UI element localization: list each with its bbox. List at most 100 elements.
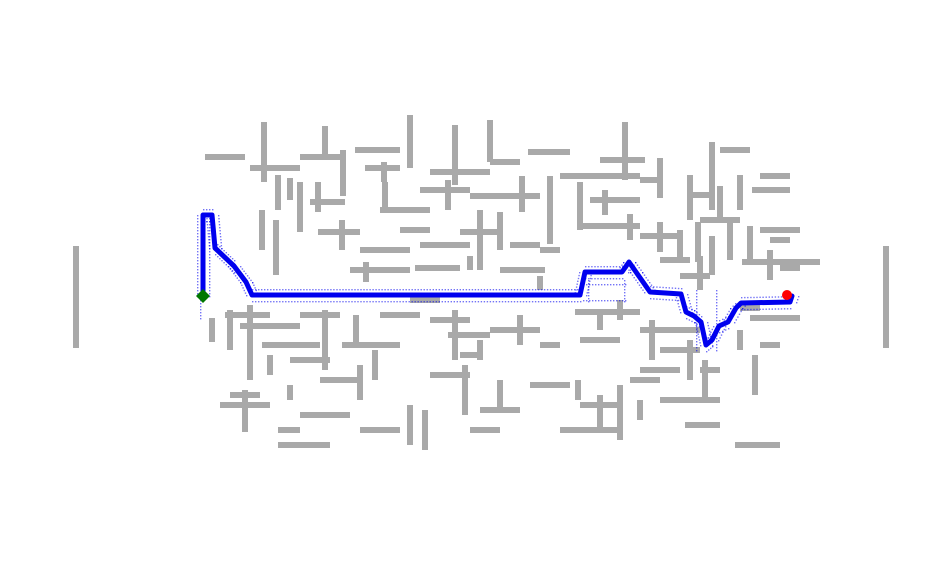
explored-cell-dot xyxy=(209,248,211,250)
explored-cell-dot xyxy=(696,332,698,334)
explored-cell-dot xyxy=(208,242,210,244)
explored-cell-dot xyxy=(336,301,338,303)
explored-cell-dot xyxy=(696,335,698,337)
explored-cell-dot xyxy=(206,224,209,226)
explored-cell-dot xyxy=(197,266,199,268)
explored-cell-dot xyxy=(534,289,537,291)
explored-cell-dot xyxy=(207,233,209,235)
explored-cell-dot xyxy=(200,303,202,305)
explored-cell-dot xyxy=(622,284,624,286)
explored-cell-dot xyxy=(592,300,594,302)
explored-cell-dot xyxy=(486,289,489,291)
explored-cell-dot xyxy=(378,289,380,291)
explored-cell-dot xyxy=(197,227,199,229)
explored-cell-dot xyxy=(450,301,452,303)
explored-cell-dot xyxy=(543,289,546,291)
explored-cell-dot xyxy=(229,268,232,270)
explored-cell-dot xyxy=(549,301,552,303)
explored-cell-dot xyxy=(495,289,498,291)
explored-cell-dot xyxy=(363,289,365,291)
explored-cell-dot xyxy=(450,289,452,291)
explored-cell-dot xyxy=(543,301,546,303)
explored-cell-dot xyxy=(223,250,225,252)
explored-cell-dot xyxy=(197,260,199,262)
explored-cell-dot xyxy=(219,230,221,232)
explored-cell-dot xyxy=(456,289,458,291)
explored-cell-dot xyxy=(363,301,365,303)
explored-cell-dot xyxy=(612,278,615,280)
explored-cell-dot xyxy=(677,303,679,305)
explored-cell-dot xyxy=(288,289,290,291)
explored-cell-dot xyxy=(635,262,637,264)
explored-cell-dot xyxy=(716,317,718,319)
explored-cell-dot xyxy=(318,289,320,291)
explored-cell-dot xyxy=(240,282,242,284)
explored-cell-dot xyxy=(492,301,495,303)
explored-cell-dot xyxy=(420,289,422,291)
explored-cell-dot xyxy=(208,245,211,247)
explored-cell-dot xyxy=(426,289,428,291)
explored-cell-dot xyxy=(218,215,220,217)
explored-cell-dot xyxy=(675,297,678,299)
explored-cell-dot xyxy=(710,335,712,338)
explored-cell-dot xyxy=(209,263,211,265)
explored-cell-dot xyxy=(309,289,311,291)
explored-cell-dot xyxy=(456,301,458,303)
explored-cell-dot xyxy=(577,301,579,303)
explored-cell-dot xyxy=(432,289,434,291)
explored-cell-dot xyxy=(209,221,211,223)
explored-cell-dot xyxy=(357,289,359,291)
explored-cell-dot xyxy=(716,344,718,346)
explored-cell-dot xyxy=(200,312,202,314)
explored-cell-dot xyxy=(616,284,618,286)
explored-cell-dot xyxy=(574,301,576,303)
explored-cell-dot xyxy=(797,299,799,301)
explored-cell-dot xyxy=(710,331,712,333)
explored-cell-dot xyxy=(453,301,455,303)
explored-cell-dot xyxy=(565,289,567,291)
explored-cell-dot xyxy=(696,314,698,316)
explored-cell-dot xyxy=(357,301,359,303)
explored-cell-dot xyxy=(625,300,627,302)
explored-cell-dot xyxy=(348,301,350,303)
explored-cell-dot xyxy=(261,301,263,303)
explored-cell-dot xyxy=(642,272,644,274)
explored-cell-dot xyxy=(668,299,670,301)
explored-cell-dot xyxy=(609,278,612,280)
start-diamond-marker xyxy=(196,289,210,303)
explored-cell-dot xyxy=(279,289,281,291)
explored-cell-dot xyxy=(342,301,344,303)
explored-cell-dot xyxy=(264,289,266,291)
explored-cell-dot xyxy=(303,289,305,291)
explored-cell-dot xyxy=(780,308,783,310)
explored-cell-dot xyxy=(696,324,698,326)
explored-cell-dot xyxy=(691,320,693,323)
explored-cell-dot xyxy=(197,242,199,244)
explored-cell-dot xyxy=(728,328,730,330)
explored-cell-dot xyxy=(197,239,199,241)
explored-cell-dot xyxy=(710,347,712,350)
explored-cell-dot xyxy=(234,275,237,277)
explored-cell-dot xyxy=(707,322,709,324)
explored-cell-dot xyxy=(209,227,211,229)
explored-cell-dot xyxy=(200,318,202,320)
explored-cell-dot xyxy=(696,311,698,313)
explored-cell-dot xyxy=(399,301,401,303)
explored-cell-dot xyxy=(209,251,211,253)
explored-cell-dot xyxy=(273,301,275,303)
explored-cell-dot xyxy=(459,289,461,291)
explored-cell-dot xyxy=(628,269,630,271)
explored-cell-dot xyxy=(662,298,664,301)
explored-cell-dot xyxy=(501,301,504,303)
explored-cell-dot xyxy=(327,289,329,291)
explored-cell-dot xyxy=(742,308,744,310)
explored-cell-dot xyxy=(291,301,293,303)
explored-cell-dot xyxy=(246,275,249,277)
explored-cell-dot xyxy=(674,299,677,301)
explored-cell-dot xyxy=(197,290,199,292)
explored-cell-dot xyxy=(606,266,608,268)
explored-cell-dot xyxy=(589,300,591,302)
explored-cell-dot xyxy=(588,295,590,297)
explored-cell-dot xyxy=(248,277,250,279)
explored-cell-dot xyxy=(321,289,323,291)
